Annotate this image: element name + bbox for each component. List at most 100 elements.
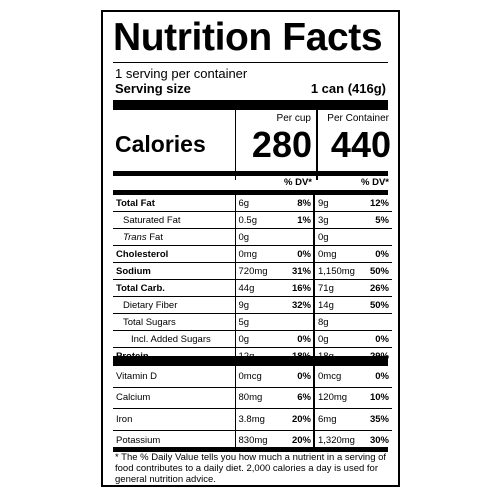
thick-divider [113,356,388,366]
dv-per-cup: 32% [287,296,314,314]
calories-per-container: 440 [330,124,391,165]
amount-per-container: 8g [313,313,362,331]
medium-divider [113,190,388,195]
dv-per-cup: 8% [287,195,314,212]
nutrient-name: Sodium [113,262,235,280]
column-divider [235,110,236,180]
amount-per-container: 9g [313,195,362,212]
dv-per-container: 26% [362,279,392,297]
nutrient-name: Calcium [113,387,235,409]
amount-per-cup: 720mg [234,262,287,280]
amount-per-container: 1,320mg [313,430,362,451]
calories-label: Calories [115,131,206,157]
dv-per-container: 10% [362,387,392,409]
amount-per-container: 1,150mg [313,262,362,280]
dv-per-cup: 0% [287,330,314,348]
col-per-cup: Per cup [276,113,311,124]
label-title: Nutrition Facts [113,16,383,59]
dv-per-cup: 0% [287,366,314,388]
thick-divider [113,100,388,110]
vitamin-row: Iron 3.8mg 20% 6mg 35% [113,408,392,431]
dv-per-container [362,228,392,246]
vitamin-row: Potassium 830mg 20% 1,320mg 30% [113,430,392,451]
amount-per-container: 71g [313,279,362,297]
nutrient-row: Cholesterol 0mg 0% 0mg 0% [113,245,392,263]
amount-per-cup: 6g [234,195,287,212]
dv-header-cup: % DV* [284,177,312,188]
amount-per-cup: 0g [234,330,287,348]
amount-per-cup: 9g [234,296,287,314]
medium-divider [113,171,388,176]
column-divider-thick [316,110,318,180]
dv-per-container: 50% [362,262,392,280]
dv-per-cup: 31% [287,262,314,280]
dv-per-container: 0% [362,330,392,348]
nutrient-name: Trans Fat [113,228,235,246]
amount-per-container: 120mg [313,387,362,409]
dv-per-cup [287,228,314,246]
nutrient-row: Total Carb. 44g 16% 71g 26% [113,279,392,297]
nutrient-name: Iron [113,408,235,431]
dv-per-cup: 16% [287,279,314,297]
amount-per-cup: 0mg [234,245,287,263]
amount-per-cup: 80mg [234,387,287,409]
amount-per-container: 6mg [313,408,362,431]
dv-per-container [362,313,392,331]
amount-per-container: 0mcg [313,366,362,388]
dv-per-cup: 6% [287,387,314,409]
amount-per-cup: 5g [234,313,287,331]
nutrient-row: Saturated Fat 0.5g 1% 3g 5% [113,211,392,229]
calories-per-cup: 280 [251,124,312,165]
divider [113,62,388,63]
amount-per-cup: 0g [234,228,287,246]
amount-per-container: 0g [313,228,362,246]
amount-per-cup: 3.8mg [234,408,287,431]
nutrient-name: Vitamin D [113,366,235,388]
nutrient-name: Total Carb. [113,279,235,297]
amount-per-cup: 44g [234,279,287,297]
nutrient-name: Saturated Fat [113,211,235,229]
dv-per-container: 0% [362,245,392,263]
nutrient-name: Cholesterol [113,245,235,263]
vitamin-row: Vitamin D 0mcg 0% 0mcg 0% [113,366,392,388]
vitamin-row: Calcium 80mg 6% 120mg 10% [113,387,392,409]
nutrient-row: Dietary Fiber 9g 32% 14g 50% [113,296,392,314]
amount-per-container: 3g [313,211,362,229]
nutrient-name: Total Sugars [113,313,235,331]
nutrient-row: Total Fat 6g 8% 9g 12% [113,195,392,212]
dv-per-container: 30% [369,435,389,447]
dv-per-cup: 20% [291,435,311,447]
dv-per-cup: 0% [287,245,314,263]
amount-per-cup: 0mcg [234,366,287,388]
nutrient-name: Potassium [116,435,161,447]
dv-per-container: 5% [362,211,392,229]
nutrient-name: Dietary Fiber [113,296,235,314]
serving-size-label: Serving size [115,81,191,96]
nutrition-label: Nutrition Facts 1 serving per container … [101,10,400,487]
dv-per-container: 35% [362,408,392,431]
nutrient-row: Incl. Added Sugars 0g 0% 0g 0% [113,330,392,348]
nutrient-row: Trans Fat 0g 0g [113,228,392,246]
vitamin-table: Vitamin D 0mcg 0% 0mcg 0% Calcium 80mg 6% 120mg 1… [113,366,392,451]
nutrient-name: Total Fat [113,195,235,212]
servings-per-container: 1 serving per container [115,66,248,81]
dv-per-container: 0% [362,366,392,388]
nutrient-row: Sodium 720mg 31% 1,150mg 50% [113,262,392,280]
serving-size-value: 1 can (416g) [310,81,386,96]
amount-per-container: 0g [313,330,362,348]
amount-per-cup: 0.5g [234,211,287,229]
nutrient-table: Total Fat 6g 8% 9g 12% Saturated Fat 0.5g 1% 3g 5… [113,195,392,364]
dv-per-cup [287,313,314,331]
amount-per-container: 14g [313,296,362,314]
dv-per-cup: 20% [287,408,314,431]
dv-per-container: 50% [362,296,392,314]
col-per-container: Per Container [327,113,389,124]
amount-per-cup: 830mg [234,430,287,451]
nutrient-name: Incl. Added Sugars [113,330,235,348]
dv-per-cup: 1% [287,211,314,229]
nutrient-row: Total Sugars 5g 8g [113,313,392,331]
amount-per-container: 0mg [313,245,362,263]
dv-header-container: % DV* [361,177,389,188]
medium-divider [113,447,388,452]
dv-per-container: 12% [362,195,392,212]
